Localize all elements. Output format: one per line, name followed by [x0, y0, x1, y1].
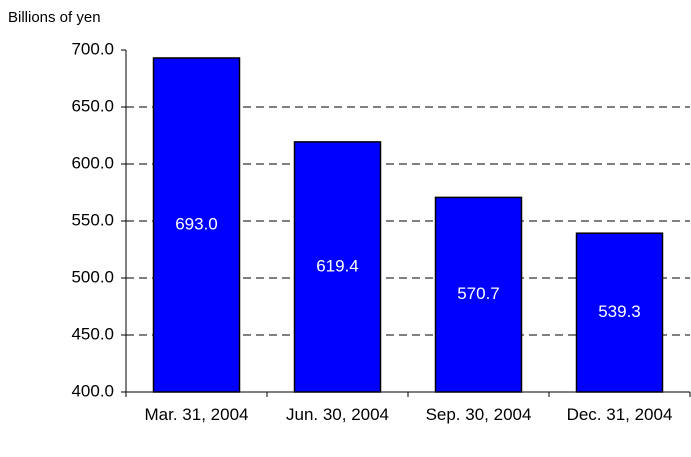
value-label: 570.7	[457, 284, 500, 303]
bar	[293, 141, 382, 393]
bar	[575, 232, 664, 393]
x-tick-label: Dec. 31, 2004	[566, 405, 673, 424]
bar	[434, 196, 523, 393]
value-label: 693.0	[175, 214, 218, 233]
x-tick-label: Mar. 31, 2004	[144, 405, 249, 424]
value-label: 539.3	[598, 302, 641, 321]
y-axis-label: Billions of yen	[8, 9, 101, 26]
y-tick-label: 500.0	[71, 267, 114, 286]
y-tick-label: 400.0	[71, 381, 114, 400]
y-tick-label: 600.0	[71, 153, 114, 172]
y-tick-label: 450.0	[71, 324, 114, 343]
y-tick-label: 700.0	[71, 39, 114, 58]
value-label: 619.4	[316, 256, 359, 275]
x-tick-label: Jun. 30, 2004	[285, 405, 390, 424]
x-tick-label: Sep. 30, 2004	[425, 405, 532, 424]
y-tick-label: 650.0	[71, 96, 114, 115]
bar	[152, 57, 241, 393]
y-tick-label: 550.0	[71, 210, 114, 229]
